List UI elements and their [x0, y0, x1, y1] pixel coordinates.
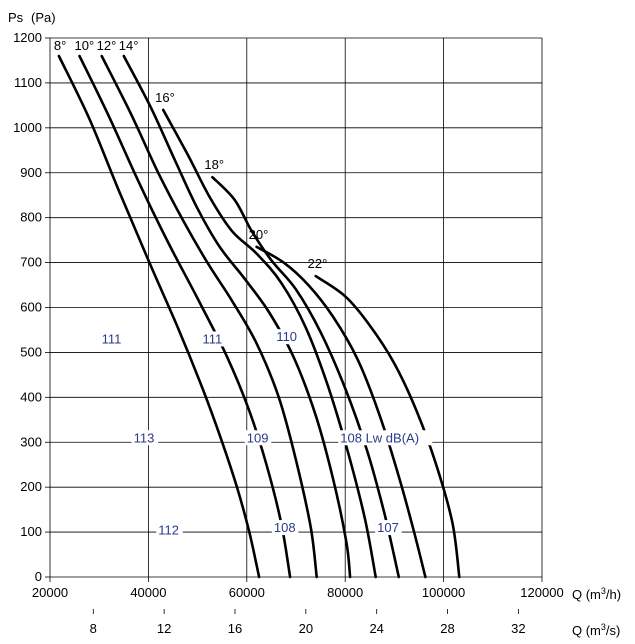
- sound-level-label-bg: [338, 430, 433, 446]
- y-tick-label: 900: [20, 165, 42, 180]
- x-tick-label: 120000: [520, 585, 563, 600]
- x2-tick-label: 16: [228, 621, 242, 636]
- y-tick-label: 0: [35, 569, 42, 584]
- angle-label: 22°: [308, 256, 328, 271]
- y-tick-label: 400: [20, 389, 42, 404]
- x-tick-label: 40000: [130, 585, 166, 600]
- x-axis-label: Q (m3/h): [572, 586, 621, 602]
- sound-level-label: 112: [158, 522, 179, 537]
- curve-16-deg: [161, 108, 377, 579]
- y-tick-label: 700: [20, 255, 42, 270]
- y-axis-label: Ps: [8, 10, 24, 25]
- y-tick-labels: 0 100 200 300 400 500 600 700 800 900 1000 1100 1200: [13, 30, 42, 584]
- angle-label: 18°: [204, 157, 224, 172]
- x2-tick-label: 28: [440, 621, 454, 636]
- angle-labels: 8° 10° 12° 14° 16° 18° 20° 22°: [54, 38, 327, 271]
- y-tick-label: 1200: [13, 30, 42, 45]
- x2-tick-labels: 8 12 16 20 24 28 32: [90, 609, 526, 636]
- sound-level-label: 110: [276, 329, 297, 344]
- x2-tick-label: 8: [90, 621, 97, 636]
- curve-20-deg: [255, 245, 427, 579]
- x2-tick-label: 20: [299, 621, 313, 636]
- sound-level-label-bg: [99, 331, 127, 347]
- x-tick-label: 20000: [32, 585, 68, 600]
- angle-label: 16°: [155, 90, 175, 105]
- sound-level-label: 107: [377, 520, 399, 535]
- sound-level-label: 108 Lw dB(A): [340, 430, 419, 445]
- y-tick-label: 600: [20, 300, 42, 315]
- curve-14-deg: [122, 54, 352, 579]
- y-tick-label: 300: [20, 434, 42, 449]
- curve-18-deg: [211, 175, 401, 579]
- x-tick-labels: 20000 40000 60000 80000 100000 120000: [32, 585, 564, 600]
- y-tick-label: 500: [20, 344, 42, 359]
- x2-tick-label: 32: [511, 621, 525, 636]
- y-tick-label: 1000: [13, 120, 42, 135]
- x2-axis-label: Q (m3/s): [572, 622, 620, 638]
- curve-8-deg: [57, 54, 261, 579]
- angle-label: 8°: [54, 38, 66, 53]
- blade-angle-curves: [57, 54, 461, 579]
- y-tick-label: 200: [20, 479, 42, 494]
- curve-12-deg: [100, 54, 318, 579]
- sound-level-label: 113: [134, 430, 155, 445]
- y-tick-label: 800: [20, 210, 42, 225]
- x-tick-label: 80000: [327, 585, 363, 600]
- grid: [45, 37, 543, 582]
- sound-level-label: 108: [274, 520, 296, 535]
- angle-label: 10°: [75, 38, 95, 53]
- sound-level-label-bg: [244, 430, 272, 446]
- sound-level-label-bg: [375, 520, 402, 536]
- sound-level-label: 109: [247, 430, 269, 445]
- angle-label: 20°: [249, 227, 269, 242]
- curve-10-deg: [78, 54, 292, 579]
- sound-level-label-bg: [131, 430, 159, 446]
- sound-level-label-bg: [274, 329, 301, 345]
- y-tick-label: 1100: [14, 75, 42, 90]
- angle-label: 14°: [119, 38, 139, 53]
- sound-level-label-bg: [200, 331, 228, 347]
- sound-level-label-bg: [271, 520, 299, 536]
- sound-level-label: 111: [102, 331, 122, 346]
- sound-level-label-bg: [156, 522, 183, 538]
- angle-label: 12°: [97, 38, 117, 53]
- y-axis-unit: (Pa): [31, 10, 56, 25]
- curve-22-deg: [314, 274, 461, 579]
- sound-level-label: 111: [203, 331, 223, 346]
- x-tick-label: 100000: [422, 585, 465, 600]
- x2-tick-label: 12: [157, 621, 171, 636]
- y-tick-label: 100: [20, 524, 42, 539]
- sound-level-labels: 111 111 110 113 109 108 Lw dB(A) 112 108 107: [99, 329, 433, 538]
- x2-tick-label: 24: [369, 621, 383, 636]
- x-tick-label: 60000: [229, 585, 265, 600]
